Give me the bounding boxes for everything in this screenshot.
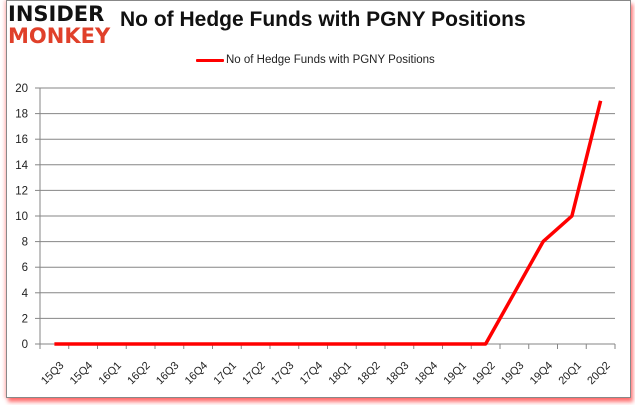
x-tick-label: 18Q2 — [355, 360, 383, 388]
y-tick-label: 10 — [15, 211, 28, 223]
y-tick-label: 18 — [15, 109, 28, 121]
x-tick-label: 16Q2 — [125, 360, 153, 388]
x-tick-label: 18Q4 — [413, 360, 441, 388]
x-tick-label: 20Q1 — [556, 360, 584, 388]
x-tick-label: 17Q4 — [298, 360, 326, 388]
x-tick-label: 19Q2 — [470, 360, 498, 388]
y-tick-label: 8 — [22, 237, 28, 249]
x-tick-label: 19Q1 — [441, 360, 469, 388]
x-tick-label: 17Q2 — [240, 360, 268, 388]
y-tick-label: 4 — [22, 288, 29, 300]
x-axis-ticks: 15Q3 15Q4 16Q1 16Q2 16Q3 16Q4 17Q1 17Q2 17Q3 17Q4… — [39, 344, 616, 388]
x-tick-label: 18Q1 — [326, 360, 354, 388]
x-tick-label: 19Q4 — [528, 360, 556, 388]
y-tick-label: 14 — [15, 160, 28, 172]
gridlines — [40, 87, 615, 319]
chart-title: No of Hedge Funds with PGNY Positions — [120, 8, 526, 31]
legend-label: No of Hedge Funds with PGNY Positions — [226, 54, 435, 66]
x-tick-label: 18Q3 — [384, 360, 412, 388]
logo-line-1: INSIDER — [8, 2, 105, 26]
x-tick-label: 15Q4 — [68, 360, 96, 388]
x-tick-label: 15Q3 — [39, 360, 67, 388]
y-tick-label: 12 — [15, 185, 28, 197]
x-tick-label: 20Q2 — [585, 360, 613, 388]
legend: No of Hedge Funds with PGNY Positions — [196, 54, 435, 66]
x-tick-label: 17Q3 — [269, 360, 297, 388]
insider-monkey-logo: INSIDER MONKEY — [8, 3, 118, 51]
logo-line-2: MONKEY — [8, 24, 111, 48]
y-tick-label: 2 — [22, 313, 28, 325]
x-tick-label: 16Q3 — [154, 360, 182, 388]
x-tick-label: 16Q1 — [96, 360, 124, 388]
y-tick-label: 20 — [15, 83, 28, 95]
x-tick-label: 16Q4 — [183, 360, 211, 388]
y-tick-label: 0 — [22, 339, 28, 351]
data-line — [54, 100, 603, 346]
chart-frame — [6, 0, 631, 398]
legend-line-swatch-icon — [196, 58, 224, 62]
y-tick-label: 16 — [15, 134, 28, 146]
x-tick-label: 19Q3 — [499, 360, 527, 388]
y-axis-ticks: 0 2 4 6 8 10 12 14 16 18 20 — [15, 83, 40, 351]
y-tick-label: 6 — [22, 262, 28, 274]
x-tick-label: 17Q1 — [211, 360, 239, 388]
